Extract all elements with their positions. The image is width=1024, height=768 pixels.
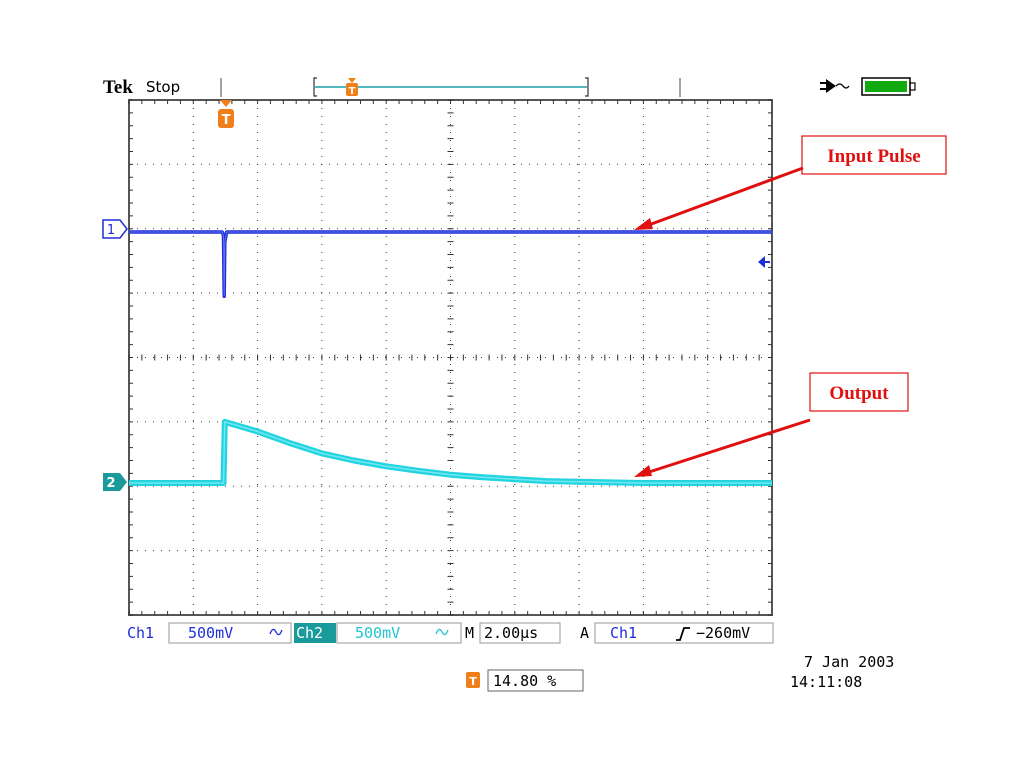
waveform-traces <box>129 230 772 486</box>
rising-edge-icon <box>676 627 690 641</box>
input-pulse-label: Input Pulse <box>827 146 920 167</box>
svg-text:2: 2 <box>106 476 115 491</box>
svg-text:T: T <box>469 675 477 688</box>
readout-bar: Ch1 500mV Ch2 500mV M 2.00µs A Ch1 −260m… <box>127 622 894 692</box>
ch2-ground-marker[interactable]: 2 <box>103 473 127 491</box>
svg-text:T: T <box>349 86 356 97</box>
ch2-waveform-highlight <box>129 420 772 484</box>
ch1-scale: 500mV <box>188 624 233 642</box>
output-label: Output <box>829 383 889 404</box>
timebase-label: M <box>465 624 474 642</box>
readout-time: 14:11:08 <box>790 673 862 691</box>
input-pulse-annotation: Input Pulse <box>634 135 947 230</box>
trigger-position-readout-icon: T <box>466 672 480 688</box>
ch1-ground-marker[interactable]: 1 <box>102 219 128 239</box>
battery-full-icon <box>861 77 916 96</box>
brand-logo: Tek <box>103 77 133 98</box>
record-position-bar[interactable]: T <box>313 77 589 97</box>
record-trigger-icon: T <box>346 78 358 97</box>
ch1-label: Ch1 <box>127 624 154 642</box>
readout-date: 7 Jan 2003 <box>804 653 894 671</box>
ch1-waveform-highlight <box>129 231 772 297</box>
svg-text:T: T <box>222 113 231 128</box>
acquisition-state: Stop <box>146 78 180 96</box>
trigger-position-readout: 14.80 % <box>493 672 556 690</box>
svg-text:1: 1 <box>107 223 115 238</box>
output-annotation: Output <box>634 372 909 477</box>
ch2-scale: 500mV <box>355 624 400 642</box>
ac-coupling-icon <box>269 628 283 636</box>
timebase-scale: 2.00µs <box>484 624 538 642</box>
trigger-position-icon[interactable]: T <box>218 100 234 128</box>
graticule-grid <box>128 99 772 616</box>
trigger-level-arrow-icon[interactable] <box>758 256 770 268</box>
ch2-label: Ch2 <box>296 624 323 642</box>
trigger-mode: A <box>580 624 589 642</box>
trigger-source: Ch1 <box>610 624 637 642</box>
ac-coupling-icon <box>435 628 449 636</box>
ac-plug-icon <box>820 79 850 93</box>
trigger-level: −260mV <box>696 624 750 642</box>
